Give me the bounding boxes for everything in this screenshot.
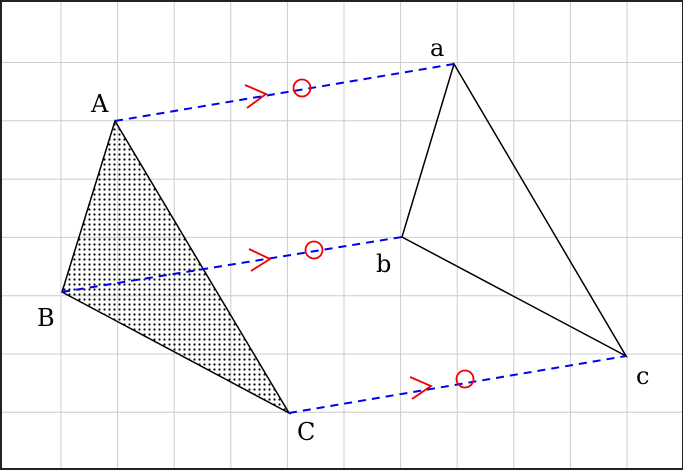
label-c: c <box>636 362 649 390</box>
arrow-marker-icon <box>248 248 272 272</box>
label-B: B <box>37 304 55 332</box>
arrow-marker-icon <box>409 376 433 400</box>
label-A: A <box>90 90 109 118</box>
label-C: C <box>297 418 315 446</box>
triangle-abc <box>401 62 628 358</box>
translation-line-A-a <box>114 63 455 122</box>
arrow-marker-icon <box>244 84 268 109</box>
circle-marker-icon <box>292 78 312 98</box>
translation-line-B-b <box>61 236 403 293</box>
circle-marker-icon <box>455 369 475 389</box>
label-a: a <box>430 34 444 62</box>
triangle-ABC <box>61 119 292 415</box>
label-b: b <box>376 250 391 278</box>
circle-marker-icon <box>304 240 324 260</box>
